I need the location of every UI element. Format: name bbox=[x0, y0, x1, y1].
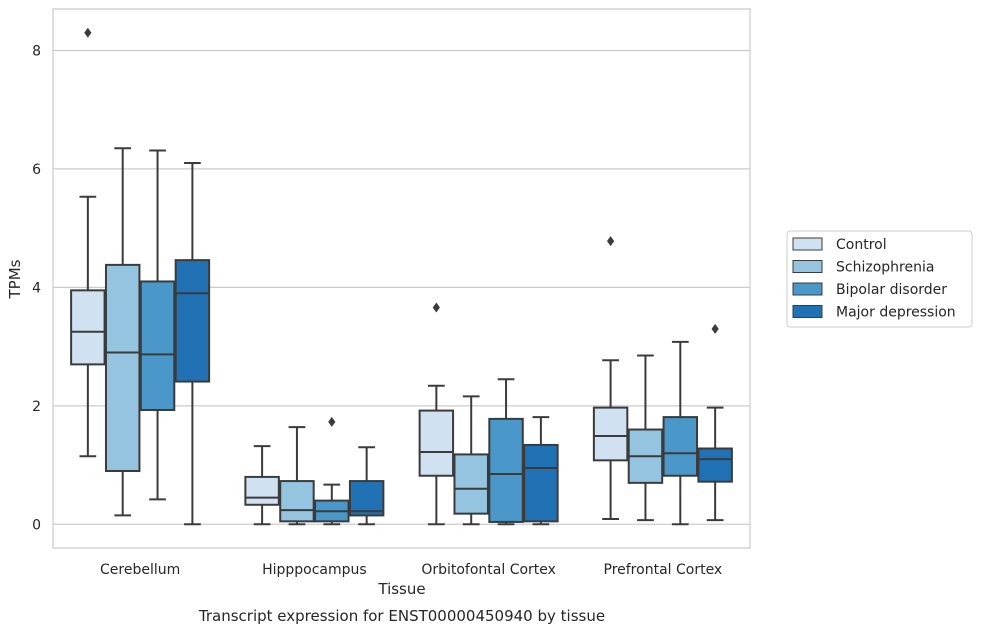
box bbox=[453, 395, 489, 526]
chart-caption: Transcript expression for ENST0000045094… bbox=[198, 607, 605, 625]
box bbox=[488, 378, 524, 526]
x-tick-label: Orbitofontal Cortex bbox=[421, 562, 556, 578]
box-iqr bbox=[453, 453, 489, 515]
box-iqr bbox=[662, 416, 699, 477]
box bbox=[244, 445, 280, 526]
box-iqr bbox=[697, 447, 733, 483]
box-iqr bbox=[139, 280, 176, 411]
box bbox=[279, 426, 315, 526]
outlier-marker bbox=[328, 416, 336, 427]
series-control bbox=[70, 27, 629, 526]
legend-swatch bbox=[792, 237, 823, 251]
legend-item: Bipolar disorder bbox=[792, 282, 947, 298]
box-iqr bbox=[592, 406, 629, 462]
legend-entries: Control Schizophrenia Bipolar disorder Majo… bbox=[792, 237, 956, 321]
x-tick-labels: Cerebellum Hipppocampus Orbitofontal Corte… bbox=[100, 562, 722, 578]
box bbox=[139, 149, 176, 501]
x-tick-label: Hipppocampus bbox=[262, 562, 367, 578]
legend: Control Schizophrenia Bipolar disorder Majo… bbox=[786, 230, 973, 328]
box-iqr bbox=[418, 409, 455, 477]
box bbox=[418, 302, 455, 526]
series-schizophrenia bbox=[104, 147, 664, 526]
outlier-marker bbox=[432, 302, 440, 313]
legend-label: Major depression bbox=[836, 305, 956, 321]
legend-item: Control bbox=[792, 237, 887, 253]
box-iqr bbox=[523, 443, 559, 523]
legend-label: Control bbox=[836, 237, 887, 253]
box bbox=[70, 27, 106, 458]
box bbox=[314, 416, 350, 526]
box bbox=[104, 147, 141, 517]
box bbox=[348, 446, 385, 526]
y-tick-labels: 0 2 4 6 8 bbox=[32, 43, 41, 533]
outlier-marker bbox=[607, 236, 615, 247]
outlier-marker bbox=[84, 27, 92, 38]
box bbox=[662, 340, 699, 526]
x-tick-label: Cerebellum bbox=[100, 562, 180, 578]
y-tick-label: 2 bbox=[32, 399, 41, 415]
box-series bbox=[70, 27, 733, 526]
box-iqr bbox=[348, 480, 385, 517]
outlier-marker bbox=[711, 323, 719, 334]
legend-label: Bipolar disorder bbox=[836, 282, 947, 298]
y-tick-label: 6 bbox=[32, 162, 41, 178]
y-tick-label: 0 bbox=[32, 517, 41, 533]
box bbox=[523, 416, 559, 526]
legend-label: Schizophrenia bbox=[836, 260, 934, 276]
y-axis-title: TPMs bbox=[6, 259, 24, 299]
y-tick-label: 8 bbox=[32, 43, 41, 59]
box-iqr bbox=[488, 417, 524, 523]
box bbox=[592, 236, 629, 520]
series-major-depression bbox=[174, 162, 733, 526]
legend-swatch bbox=[792, 260, 823, 273]
box bbox=[627, 354, 664, 522]
y-tick-label: 4 bbox=[32, 280, 41, 296]
legend-swatch bbox=[792, 282, 823, 296]
box-iqr bbox=[70, 289, 106, 366]
legend-swatch bbox=[792, 305, 823, 318]
box-iqr bbox=[244, 475, 280, 506]
plot-frame bbox=[52, 8, 751, 549]
box-iqr bbox=[174, 259, 211, 383]
x-tick-label: Prefrontal Cortex bbox=[604, 562, 723, 578]
x-axis-title: Tissue bbox=[377, 580, 425, 598]
box bbox=[174, 162, 211, 526]
box-iqr bbox=[104, 263, 141, 472]
legend-frame bbox=[786, 230, 973, 328]
box bbox=[697, 323, 733, 522]
box-iqr bbox=[279, 480, 315, 523]
legend-item: Schizophrenia bbox=[792, 260, 934, 276]
legend-item: Major depression bbox=[792, 305, 956, 321]
series-bipolar-disorder bbox=[139, 149, 699, 526]
